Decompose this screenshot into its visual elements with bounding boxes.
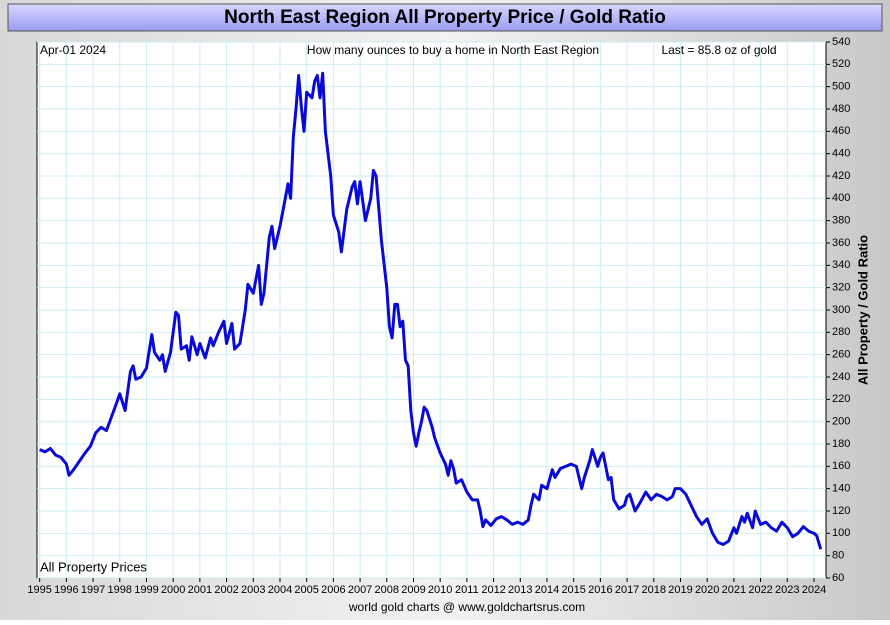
subtitle: How many ounces to buy a home in North E… (307, 43, 599, 57)
y-tick-label: 320 (832, 282, 850, 294)
y-tick-label: 440 (832, 148, 850, 160)
x-tick-label: 2006 (321, 584, 345, 596)
y-tick-label: 540 (832, 36, 850, 48)
y-tick-label: 260 (832, 349, 850, 361)
y-tick-label: 100 (832, 527, 850, 539)
chart-title: North East Region All Property Price / G… (224, 7, 666, 28)
y-tick-label: 140 (832, 483, 850, 495)
y-tick-label: 460 (832, 125, 850, 137)
x-tick-label: 2009 (401, 584, 425, 596)
x-tick-label: 2017 (615, 584, 639, 596)
last-label: Last = 85.8 oz of gold (661, 43, 776, 57)
x-tick-label: 2014 (535, 584, 559, 596)
x-tick-label: 2008 (375, 584, 399, 596)
x-tick-label: 2001 (188, 584, 212, 596)
y-tick-label: 420 (832, 170, 850, 182)
marks (39, 71, 823, 550)
x-tick-label: 2013 (508, 584, 532, 596)
x-tick-label: 1995 (27, 584, 51, 596)
y-tick-label: 220 (832, 393, 850, 405)
y-tick-label: 340 (832, 259, 850, 271)
x-tick-label: 2023 (775, 584, 799, 596)
title-bar (7, 3, 883, 32)
x-tick-label: 1999 (134, 584, 158, 596)
x-tick-label: 2022 (748, 584, 772, 596)
x-tick-label: 2024 (802, 584, 826, 596)
x-tick-label: 2011 (455, 584, 479, 596)
y-tick-label: 500 (832, 81, 850, 93)
x-tick-label: 2003 (241, 584, 265, 596)
x-tick-label: 2016 (588, 584, 612, 596)
x-tick-label: 2007 (348, 584, 372, 596)
y-tick-label: 200 (832, 416, 850, 428)
x-tick-label: 1998 (108, 584, 132, 596)
y-tick-label: 120 (832, 505, 850, 517)
y-axis-label: All Property / Gold Ratio (855, 235, 870, 385)
x-tick-label: 1996 (54, 584, 78, 596)
y-tick-label: 520 (832, 58, 850, 70)
legend-entry: All Property Prices (40, 559, 147, 574)
x-tick-label: 2000 (161, 584, 185, 596)
y-tick-label: 240 (832, 371, 850, 383)
y-tick-label: 80 (832, 550, 844, 562)
x-tick-label: 2015 (561, 584, 585, 596)
date-label: Apr-01 2024 (40, 43, 106, 57)
data-line (39, 71, 823, 550)
x-tick-label: 2018 (642, 584, 666, 596)
x-tick-label: 2020 (695, 584, 719, 596)
y-tick-label: 160 (832, 460, 850, 472)
x-tick-label: 2005 (294, 584, 318, 596)
x-tick-label: 2012 (481, 584, 505, 596)
grid (37, 41, 826, 579)
x-tick-label: 2021 (722, 584, 746, 596)
footer: world gold charts @ www.goldchartsrus.co… (348, 600, 585, 614)
y-tick-label: 180 (832, 438, 850, 450)
y-tick-label: 60 (832, 572, 844, 584)
y-tick-label: 300 (832, 304, 850, 316)
y-tick-label: 400 (832, 192, 850, 204)
x-tick-label: 2002 (214, 584, 238, 596)
x-tick-label: 1997 (81, 584, 105, 596)
x-tick-label: 2019 (668, 584, 692, 596)
x-tick-label: 2010 (428, 584, 452, 596)
y-tick-label: 280 (832, 326, 850, 338)
y-tick-label: 360 (832, 237, 850, 249)
y-tick-label: 380 (832, 215, 850, 227)
x-tick-label: 2004 (268, 584, 292, 596)
y-tick-label: 480 (832, 103, 850, 115)
